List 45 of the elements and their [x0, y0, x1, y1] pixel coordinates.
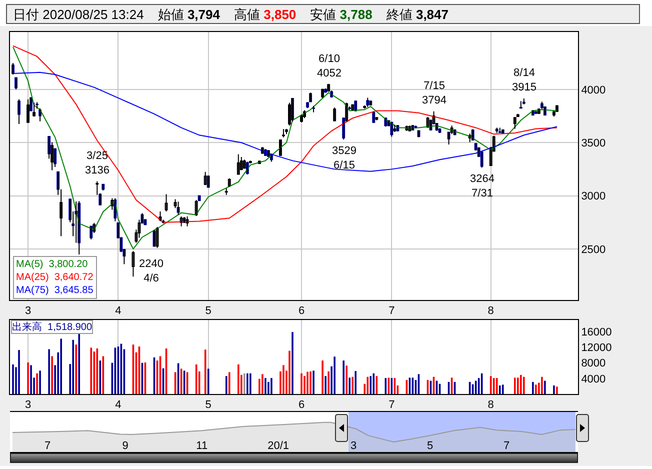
annotation: 3/25 3136	[85, 150, 110, 176]
x-tick-label: 9	[122, 440, 128, 452]
annotation: 3264 7/31	[470, 173, 494, 200]
x-tick-label: 3	[24, 305, 32, 318]
y-tick-label: 4000	[581, 84, 606, 96]
text: MA(75) 3,645.85	[16, 285, 94, 296]
x-tick-label: 3	[350, 440, 357, 452]
x-tick-label: 5	[205, 305, 212, 318]
x-tick-label: 7	[503, 440, 510, 452]
x-tick-label: 3	[24, 399, 32, 412]
x-tick-label: 4	[115, 399, 122, 412]
y-tick-label: 12000	[581, 342, 612, 354]
x-tick-label: 6	[298, 305, 305, 318]
annotation: 2240 4/6	[139, 258, 164, 284]
x-tick-label: 6	[298, 399, 305, 412]
y-tick-label: 2500	[581, 244, 606, 256]
x-tick-label: 7	[44, 440, 51, 452]
x-tick-label: 7	[388, 399, 395, 412]
x-tick-label: 8	[488, 305, 494, 318]
x-tick-label: 11	[196, 440, 208, 452]
chart-title: 出来高 1,518.900	[12, 321, 92, 333]
text: 高値 3,850	[234, 6, 296, 23]
chart-title: 日付 2020/08/25 13:24	[13, 6, 144, 23]
x-tick-label: 5	[205, 399, 212, 412]
x-tick-label: 20/1	[268, 440, 290, 452]
y-tick-label: 8000	[581, 358, 606, 370]
candlestick	[522, 98, 526, 105]
annotation: 6/10 4052	[317, 53, 342, 80]
y-tick-label: 4000	[581, 373, 606, 386]
text: MA(5) 3,800.20	[16, 259, 88, 270]
y-tick-label: 16000	[581, 326, 612, 339]
annotation: 8/14 3915	[512, 67, 536, 94]
text: 始値 3,794	[158, 6, 220, 23]
candlestick	[498, 127, 502, 134]
y-tick-label: 3500	[581, 137, 606, 150]
text: 終値 3,847	[386, 6, 449, 23]
y-tick-label: 3000	[581, 190, 606, 203]
annotation: 7/15 3794	[422, 80, 446, 106]
annotation: 3529 6/15	[332, 145, 356, 172]
x-tick-label: 8	[488, 399, 494, 412]
x-tick-label: 4	[115, 305, 122, 318]
x-tick-label: 5	[426, 440, 434, 452]
text: MA(25) 3,640.72	[16, 272, 94, 283]
text: 安値 3,788	[310, 6, 372, 23]
x-tick-label: 7	[388, 305, 395, 318]
